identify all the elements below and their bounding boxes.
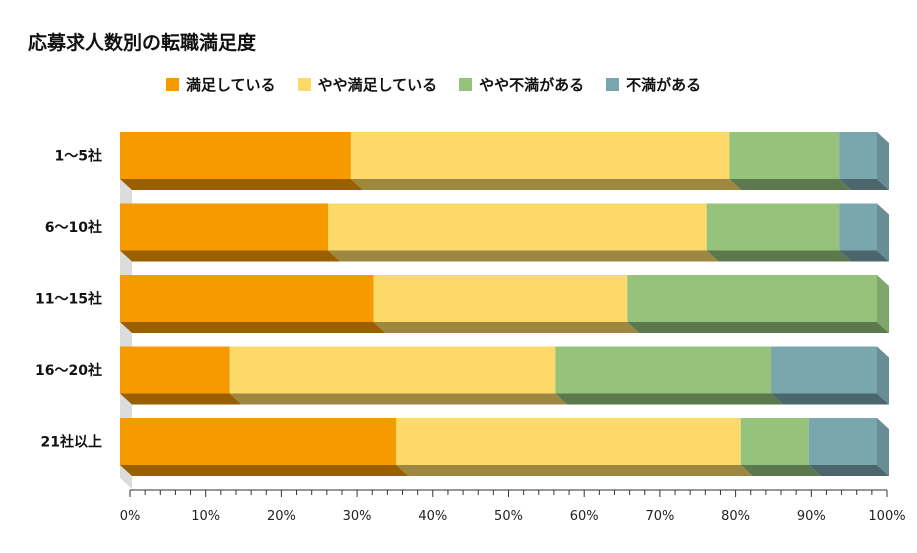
x-tick-label: 20% [267, 509, 296, 524]
category-label: 6〜10社 [45, 219, 102, 236]
bar-bottom-face [120, 179, 363, 190]
bar-bottom-face [120, 250, 341, 262]
legend-swatch-somewhat-satisfied [297, 77, 311, 91]
x-tick-label: 40% [418, 509, 447, 524]
bar-bottom-face [229, 393, 568, 405]
bar-bottom-face [328, 250, 719, 262]
bar-segment [839, 203, 877, 251]
bar-bottom-face [839, 179, 889, 190]
x-tick-label: 0% [120, 509, 141, 524]
x-tick-label: 80% [721, 509, 750, 524]
legend-item-dissatisfied: 不満がある [606, 74, 701, 95]
legend-label-satisfied: 満足している [186, 75, 276, 94]
bar-segment [627, 275, 877, 322]
bar-bottom-face [808, 465, 889, 476]
bar-bottom-face [120, 322, 386, 333]
bar-segment [555, 346, 772, 394]
bar-bottom-face [555, 393, 784, 405]
x-tick-label: 60% [570, 509, 599, 524]
bar-end-face [877, 418, 889, 476]
legend-item-satisfied: 満足している [166, 74, 276, 95]
bar-bottom-face [373, 322, 640, 333]
bar-segment [120, 418, 397, 465]
x-tick-label: 30% [343, 509, 372, 524]
x-tick-label: 10% [191, 509, 220, 524]
category-label: 21社以上 [41, 434, 102, 451]
bar-bottom-face [627, 322, 889, 333]
legend-label-dissatisfied: 不満がある [626, 75, 702, 94]
bar-segment [120, 275, 374, 322]
legend-swatch-satisfied [166, 77, 179, 91]
bar-bottom-face [729, 179, 852, 190]
bar-bottom-face [396, 465, 753, 476]
bar-segment [120, 203, 329, 251]
bar-segment [120, 346, 230, 394]
bar-bottom-face [706, 250, 852, 262]
bar-bottom-face [120, 393, 242, 405]
x-tick-label: 50% [494, 509, 523, 524]
legend-item-somewhat-dissatisfied: やや不満がある [459, 74, 584, 95]
category-label: 16〜20社 [35, 362, 102, 379]
category-label: 11〜15社 [35, 291, 102, 308]
bar-segment [328, 203, 707, 251]
legend-swatch-dissatisfied [606, 77, 620, 91]
chart-title: 応募求人数別の転職満足度 [28, 32, 257, 54]
bar-segment [373, 275, 628, 322]
legend-label-somewhat-satisfied: やや満足している [317, 75, 438, 94]
category-label: 1〜5社 [55, 148, 102, 165]
bar-end-face [877, 346, 889, 405]
bar-bottom-face [839, 250, 889, 262]
legend: 満足している やや満足している やや不満がある 不満がある [166, 72, 723, 96]
bar-segment [839, 132, 877, 179]
bar-bottom-face [740, 465, 821, 476]
legend-swatch-somewhat-dissatisfied [459, 77, 473, 91]
bar-bottom-face [350, 179, 742, 190]
bar-segment [229, 346, 556, 394]
bar-end-face [877, 132, 889, 190]
bar-end-face [877, 275, 889, 333]
bar-bottom-face [771, 393, 889, 405]
bar-segment [396, 418, 741, 465]
bar-segment [808, 418, 877, 465]
bar-segment [120, 132, 351, 179]
legend-label-somewhat-dissatisfied: やや不満がある [479, 75, 585, 94]
bar-segment [706, 203, 840, 251]
bar-segment [740, 418, 809, 465]
bar-bottom-face [120, 465, 409, 476]
legend-item-somewhat-satisfied: やや満足している [297, 74, 438, 95]
x-tick-label: 70% [645, 509, 674, 524]
x-tick-label: 90% [797, 509, 826, 524]
bar-segment [350, 132, 730, 179]
bar-segment [771, 346, 877, 394]
x-tick-label: 100% [868, 509, 905, 524]
bar-end-face [877, 203, 889, 262]
bar-segment [729, 132, 840, 179]
